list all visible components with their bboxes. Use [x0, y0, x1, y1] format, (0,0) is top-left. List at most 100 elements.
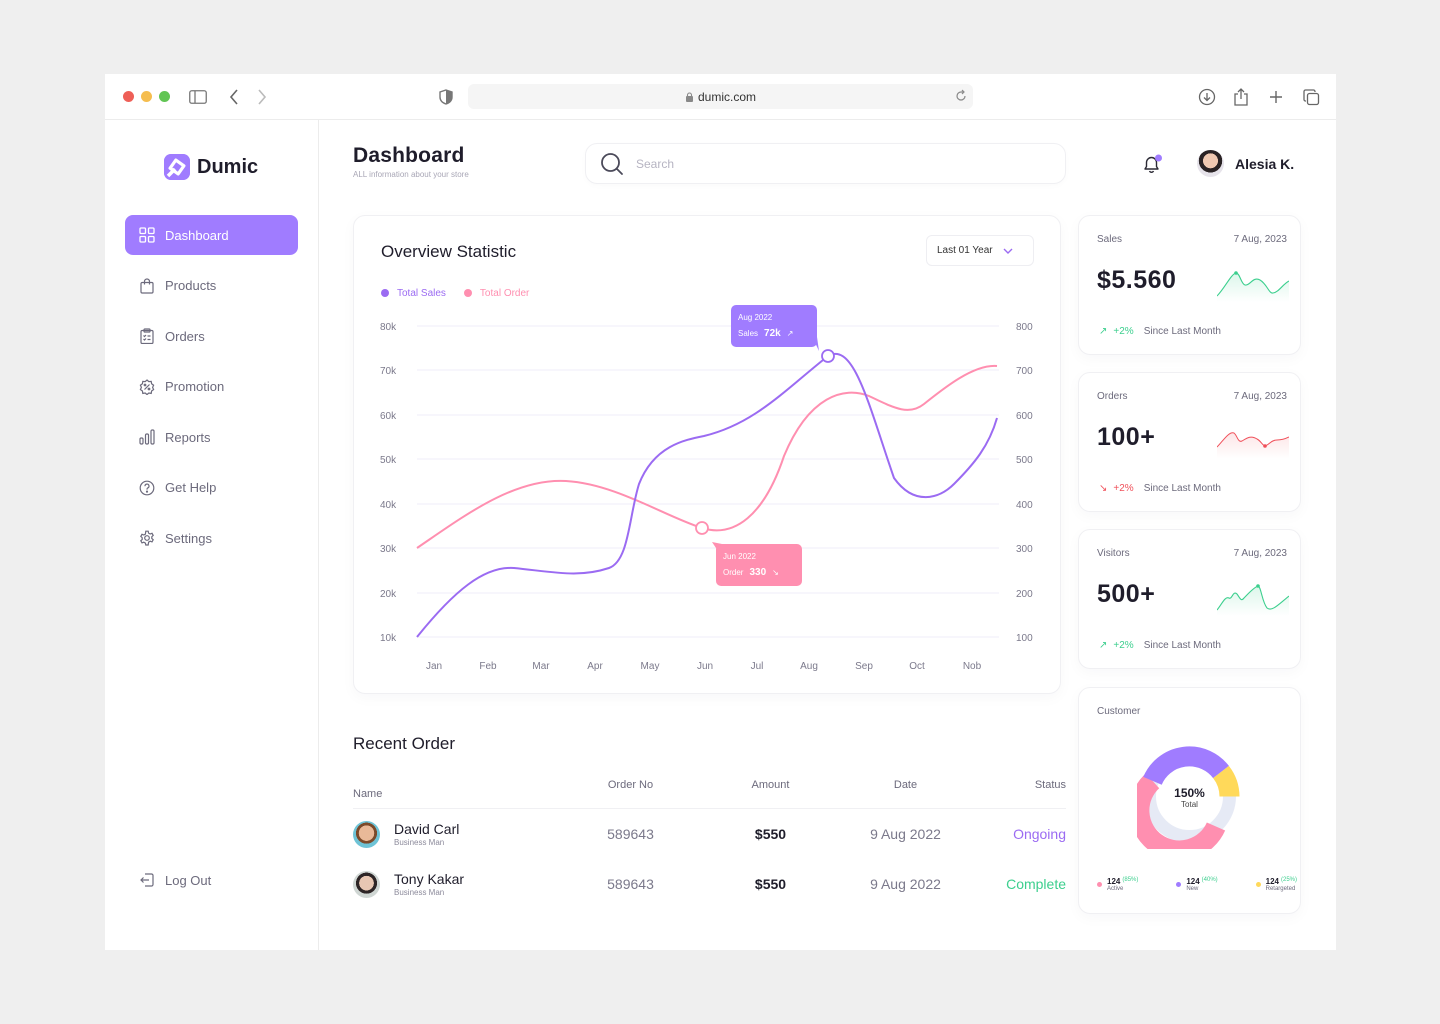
orders-sparkline [1217, 432, 1289, 459]
help-icon [139, 480, 155, 495]
svg-text:Feb: Feb [479, 661, 497, 672]
svg-text:Jun: Jun [697, 661, 713, 672]
sidebar-item-get-help[interactable]: Get Help [125, 468, 298, 508]
sidebar-item-reports[interactable]: Reports [125, 417, 298, 457]
stat-change: ↘ +2% Since Last Month [1099, 483, 1221, 494]
tabs-overview-icon[interactable] [1301, 87, 1321, 107]
legend-total-order[interactable]: Total Order [463, 288, 529, 299]
table-row[interactable]: David Carl Business Man 589643 $550 9 Au… [353, 809, 1066, 859]
orders-stat-card[interactable]: Orders 7 Aug, 2023 100+ ↘ +2% Since Last… [1078, 372, 1301, 512]
customer-legend: 124 (85%) Active 124 (40%) New 124 (25%) Retar… [1097, 877, 1297, 892]
order-amount: $550 [754, 876, 787, 892]
svg-text:Sep: Sep [855, 661, 873, 672]
recent-order-title: Recent Order [353, 734, 456, 753]
column-header-name[interactable]: Name [353, 787, 383, 800]
sales-stat-card[interactable]: Sales 7 Aug, 2023 $5.560 ↗ +2% Since Las… [1078, 215, 1301, 355]
svg-text:40k: 40k [380, 500, 397, 511]
search-bar [585, 143, 1066, 184]
sales-tooltip: Aug 2022 Sales 72k ↗ [731, 305, 817, 347]
sidebar-item-label: Dashboard [165, 227, 229, 243]
sidebar-item-orders[interactable]: Orders [125, 316, 298, 356]
sales-highlight-point [821, 349, 835, 363]
clipboard-icon [140, 328, 154, 344]
svg-text:20k: 20k [380, 589, 397, 600]
period-dropdown[interactable]: Last 01 Year [926, 235, 1034, 266]
sidebar-item-label: Get Help [165, 480, 217, 495]
customer-avatar [353, 820, 380, 848]
trend-up-icon: ↗ [1099, 640, 1108, 651]
brand-logo[interactable]: Dumic [164, 154, 258, 180]
address-bar[interactable]: dumic.com [468, 84, 973, 109]
shield-icon[interactable] [436, 87, 456, 107]
customer-avatar [353, 870, 380, 898]
sidebar-item-dashboard[interactable]: Dashboard [125, 215, 298, 255]
reload-icon[interactable] [955, 88, 967, 102]
svg-text:Apr: Apr [587, 661, 603, 672]
svg-text:10k: 10k [380, 633, 397, 644]
customer-role: Business Man [394, 838, 445, 847]
logout-label: Log Out [165, 872, 212, 888]
minimize-window-button[interactable] [141, 91, 152, 102]
trend-down-icon: ↘ [772, 568, 779, 577]
sidebar-item-label: Products [165, 278, 217, 293]
svg-text:600: 600 [1016, 411, 1033, 422]
sidebar-item-label: Orders [165, 328, 205, 344]
legend-total-sales[interactable]: Total Sales [381, 288, 446, 299]
line-chart[interactable]: 80k 70k 60k 50k 40k 30k 20k 10k 800 700 600 500 4… [354, 216, 1062, 695]
column-header-order-no[interactable]: Order No [607, 779, 654, 791]
svg-text:Jul: Jul [751, 661, 764, 672]
grid-icon [139, 227, 155, 243]
forward-arrow-icon[interactable] [252, 87, 272, 107]
legend-active: 124 (85%) Active [1097, 877, 1138, 892]
svg-text:100: 100 [1016, 633, 1033, 644]
customer-role: Business Man [394, 888, 445, 897]
svg-text:200: 200 [1016, 589, 1033, 600]
gear-icon [140, 530, 154, 546]
search-icon[interactable] [600, 152, 624, 176]
order-date: 9 Aug 2022 [870, 826, 941, 842]
discount-icon [139, 378, 155, 395]
period-value: Last 01 Year [937, 245, 993, 256]
maximize-window-button[interactable] [159, 91, 170, 102]
sidebar: Dumic Dashboard Products Orders Promotio… [105, 120, 319, 950]
share-icon[interactable] [1231, 87, 1251, 107]
close-window-button[interactable] [123, 91, 134, 102]
sidebar-item-products[interactable]: Products [125, 266, 298, 306]
stat-value: $5.560 [1097, 266, 1177, 294]
table-row[interactable]: Tony Kakar Business Man 589643 $550 9 Au… [353, 859, 1066, 909]
column-header-status[interactable]: Status [1034, 779, 1066, 791]
notification-button[interactable] [1141, 153, 1163, 180]
table-header: Name Order No Amount Date Status [353, 779, 1066, 809]
sidebar-item-settings[interactable]: Settings [125, 518, 298, 558]
svg-text:Oct: Oct [909, 661, 925, 672]
sidebar-item-promotion[interactable]: Promotion [125, 367, 298, 407]
visitors-sparkline [1217, 584, 1289, 616]
download-icon[interactable] [1197, 87, 1217, 107]
x-axis: Jan Feb Mar Apr May Jun Jul Aug Sep Oct Nob [426, 661, 982, 672]
back-arrow-icon[interactable] [224, 87, 244, 107]
brand-name: Dumic [197, 155, 259, 178]
search-input[interactable] [636, 156, 1036, 171]
total-label: Total [1181, 800, 1198, 809]
user-profile[interactable]: Alesia K. [1197, 150, 1294, 177]
legend-new: 124 (40%) New [1176, 877, 1218, 892]
sidebar-toggle-icon[interactable] [188, 87, 208, 107]
customer-name: Tony Kakar [394, 871, 465, 887]
total-sales-line [416, 352, 998, 638]
column-header-date[interactable]: Date [893, 779, 918, 791]
svg-text:400: 400 [1016, 500, 1033, 511]
stat-label: Sales [1097, 234, 1123, 245]
svg-text:700: 700 [1016, 366, 1033, 377]
svg-text:Jan: Jan [426, 661, 442, 672]
column-header-amount[interactable]: Amount [751, 779, 790, 791]
browser-toolbar: dumic.com [105, 74, 1336, 120]
trend-up-icon: ↗ [786, 329, 794, 338]
new-tab-icon[interactable] [1266, 87, 1286, 107]
page-subtitle: ALL information about your store [353, 170, 469, 179]
customer-donut-chart[interactable] [1137, 744, 1242, 849]
y-axis-right: 800 700 600 500 400 300 200 100 [1016, 322, 1033, 644]
svg-text:300: 300 [1016, 544, 1033, 555]
y-axis-left: 80k 70k 60k 50k 40k 30k 20k 10k [380, 322, 397, 644]
logout-button[interactable]: Log Out [139, 872, 211, 888]
visitors-stat-card[interactable]: Visitors 7 Aug, 2023 500+ ↗ +2% Since La… [1078, 529, 1301, 669]
